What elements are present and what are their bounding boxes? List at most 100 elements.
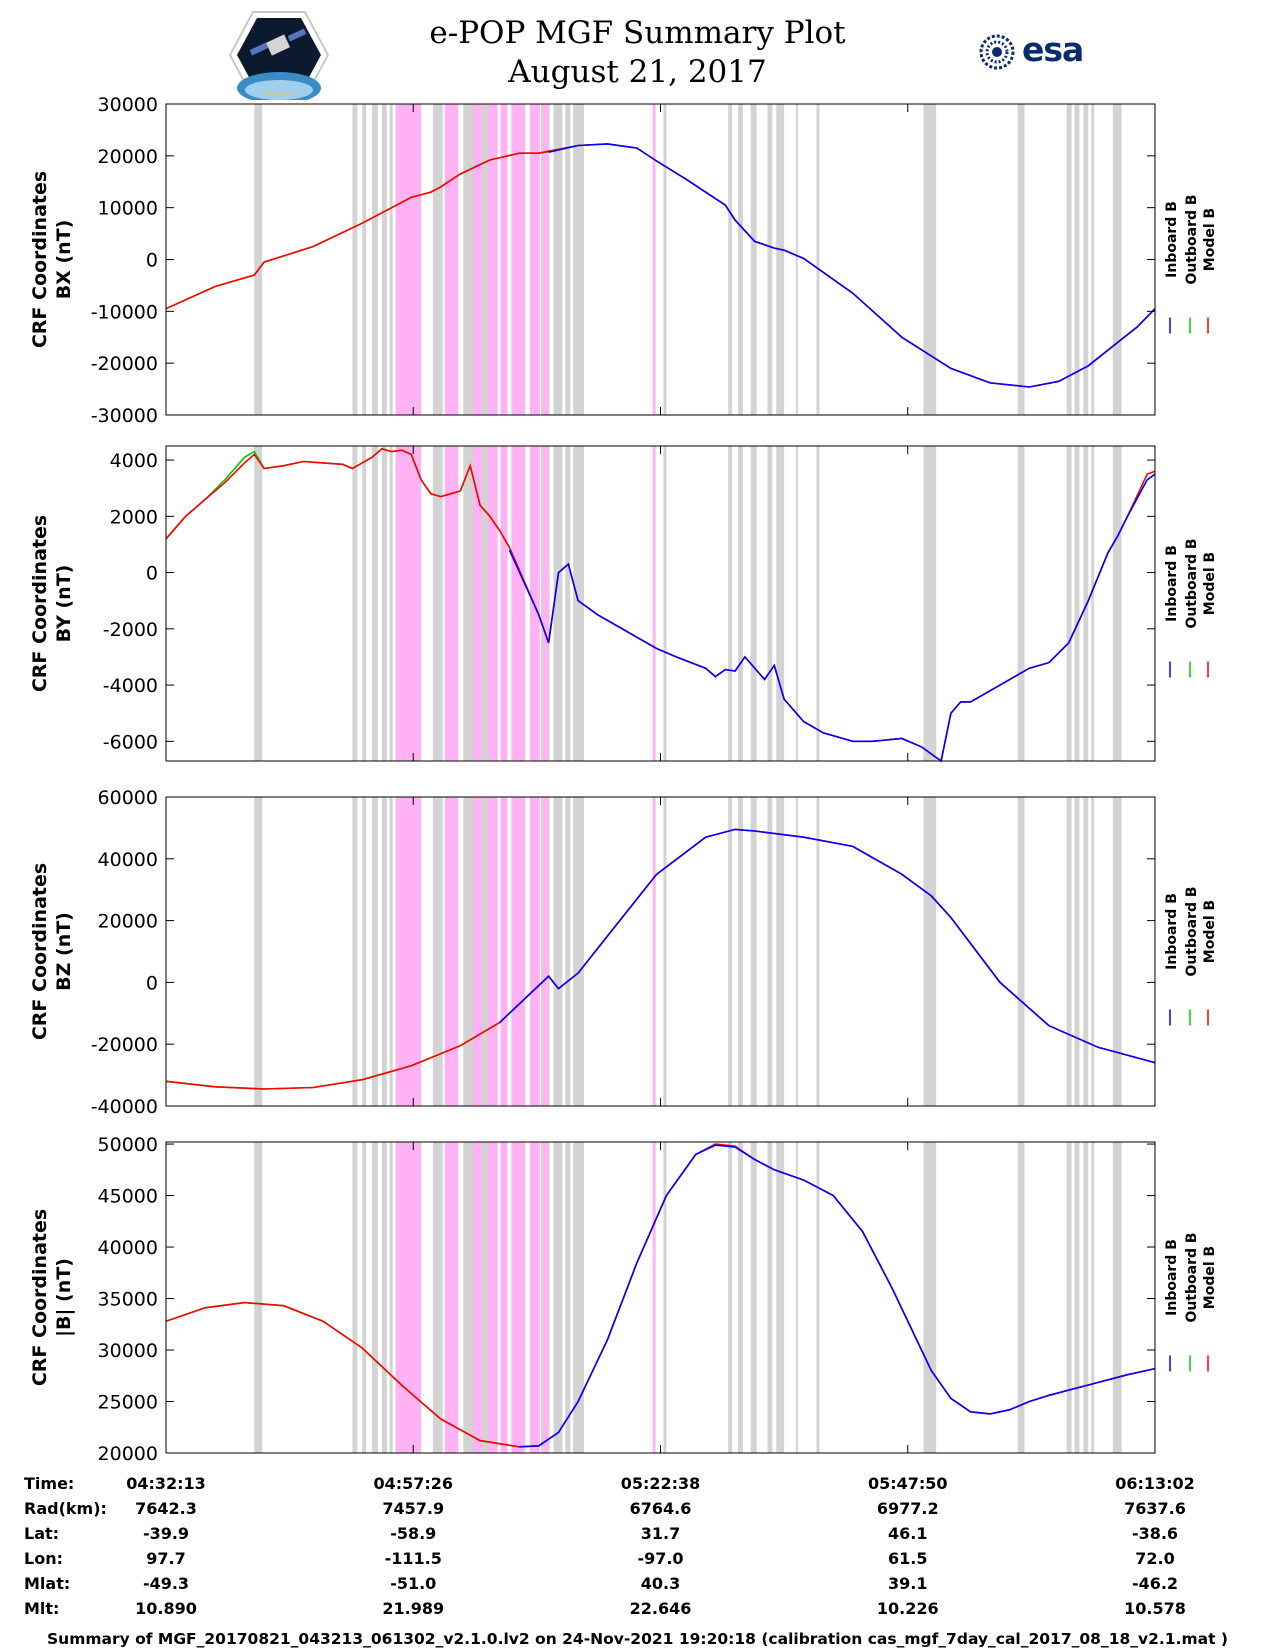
- gap-band-pink: [530, 104, 540, 415]
- gap-band-gray: [372, 446, 378, 761]
- y-tick-label: 0: [146, 250, 158, 272]
- gap-band-pink: [473, 446, 482, 761]
- gap-band-gray: [1091, 797, 1095, 1106]
- gap-band-gray: [573, 446, 584, 761]
- gap-band-pink: [395, 104, 422, 415]
- y-axis-label: CRF Coordinates BX (nT): [29, 171, 75, 348]
- legend-label: Model B: [1202, 208, 1218, 271]
- gap-band-gray: [381, 104, 387, 415]
- y-axis-label: CRF Coordinates BZ (nT): [29, 863, 75, 1040]
- panel-frame: [165, 445, 1156, 762]
- gap-band-pink: [500, 797, 508, 1106]
- table-cell: 05:47:50: [867, 1474, 948, 1493]
- gap-band-gray: [1074, 1142, 1080, 1453]
- gap-band-pink: [487, 104, 498, 415]
- panel-1: -30000 -20000 -10000 0 10000 20000 30000 CRF Co…: [29, 94, 1218, 427]
- gap-band-pink: [473, 797, 482, 1106]
- gap-band-gray: [1112, 104, 1122, 415]
- gap-band-gray: [1074, 446, 1080, 761]
- table-cell: -49.3: [142, 1574, 190, 1593]
- gap-band-pink: [542, 1142, 549, 1453]
- gap-band-pink: [542, 104, 549, 415]
- plot-title: e-POP MGF Summary Plot: [429, 15, 846, 51]
- gap-band-gray: [553, 797, 563, 1106]
- table-cell: -58.9: [390, 1524, 437, 1543]
- series-line-inboard-b: [508, 473, 1156, 763]
- gap-band-pink: [511, 1142, 526, 1453]
- gap-band-gray: [372, 797, 378, 1106]
- gap-band-gray: [1017, 1142, 1025, 1453]
- gap-band-gray: [738, 797, 743, 1106]
- legend-label: Inboard B: [1164, 201, 1180, 278]
- gap-band-gray: [463, 104, 475, 415]
- y-tick-label: -20000: [91, 353, 158, 375]
- gap-band-gray: [1066, 446, 1072, 761]
- gap-band-gray: [663, 104, 667, 415]
- gap-band-gray: [1017, 446, 1025, 761]
- gap-band-gray: [565, 797, 571, 1106]
- gap-band-gray: [1066, 797, 1072, 1106]
- gap-band-pink: [473, 1142, 482, 1453]
- gap-band-gray: [479, 446, 490, 761]
- y-tick-label: 20000: [98, 911, 158, 933]
- gap-band-gray: [381, 797, 387, 1106]
- gap-band-gray: [479, 1142, 490, 1453]
- gap-band-gray: [372, 1142, 378, 1453]
- table-cell: 10.226: [876, 1599, 939, 1618]
- gap-band-gray: [1017, 104, 1025, 415]
- footer-caption: Summary of MGF_20170821_043213_061302_v2…: [47, 1630, 1228, 1648]
- y-tick-label: 20000: [98, 1443, 158, 1465]
- gap-band-gray: [767, 446, 773, 761]
- gap-band-gray: [728, 1142, 733, 1453]
- gap-band-gray: [362, 797, 367, 1106]
- table-cell: 46.1: [888, 1524, 928, 1543]
- table-cell: 04:32:13: [126, 1474, 206, 1493]
- table-cell: -38.6: [1131, 1524, 1179, 1543]
- gap-band-gray: [1112, 1142, 1122, 1453]
- y-axis-label-line1: CRF Coordinates: [29, 515, 51, 692]
- table-cell: 21.989: [382, 1599, 445, 1618]
- legend-label: Outboard B: [1184, 1232, 1200, 1322]
- gap-band-pink: [500, 1142, 508, 1453]
- y-axis-label-line2: |B| (nT): [53, 1258, 75, 1337]
- gap-band-gray: [389, 797, 393, 1106]
- gap-band-gray: [352, 797, 358, 1106]
- gap-band-pink: [487, 1142, 498, 1453]
- gap-band-gray: [389, 104, 393, 415]
- legend-label: Inboard B: [1164, 545, 1180, 622]
- gap-band-gray: [1017, 797, 1025, 1106]
- gap-band-gray: [381, 1142, 387, 1453]
- series-line-inboard-b: [519, 1144, 1156, 1448]
- gap-band-pink: [487, 446, 498, 761]
- y-tick-label: 40000: [98, 849, 158, 871]
- y-tick-label: -40000: [91, 1096, 158, 1118]
- gap-band-gray: [923, 797, 937, 1106]
- gap-band-gray: [372, 104, 378, 415]
- gap-band-gray: [923, 446, 937, 761]
- gap-band-gray: [1066, 104, 1072, 415]
- gap-band-gray: [816, 1142, 820, 1453]
- panel-frame: [165, 1141, 1156, 1454]
- gap-band-pink: [444, 797, 459, 1106]
- gap-band-gray: [738, 104, 743, 415]
- gap-band-pink: [652, 446, 656, 761]
- gap-band-gray: [1074, 104, 1080, 415]
- gap-band-pink: [487, 797, 498, 1106]
- y-axis-label-line1: CRF Coordinates: [29, 863, 51, 1040]
- gap-band-pink: [530, 1142, 540, 1453]
- table-cell: 7457.9: [382, 1499, 445, 1518]
- y-tick-label: 30000: [98, 94, 158, 116]
- panel-4: 20000 25000 30000 35000 40000 45000 50000 CRF C…: [29, 1134, 1218, 1465]
- y-tick-label: 20000: [98, 146, 158, 168]
- series-line-model-b: [165, 447, 1156, 763]
- gap-band-gray: [1091, 446, 1095, 761]
- gap-band-gray: [728, 104, 733, 415]
- table-cell: -46.2: [1131, 1574, 1179, 1593]
- gap-band-pink: [542, 446, 549, 761]
- esa-logo-text: esa: [1022, 30, 1084, 69]
- gap-band-gray: [463, 1142, 475, 1453]
- table-row-label: Lat:: [24, 1524, 60, 1543]
- table-cell: 06:13:02: [1115, 1474, 1195, 1493]
- legend-label: Model B: [1202, 552, 1218, 615]
- y-tick-label: 35000: [98, 1289, 158, 1311]
